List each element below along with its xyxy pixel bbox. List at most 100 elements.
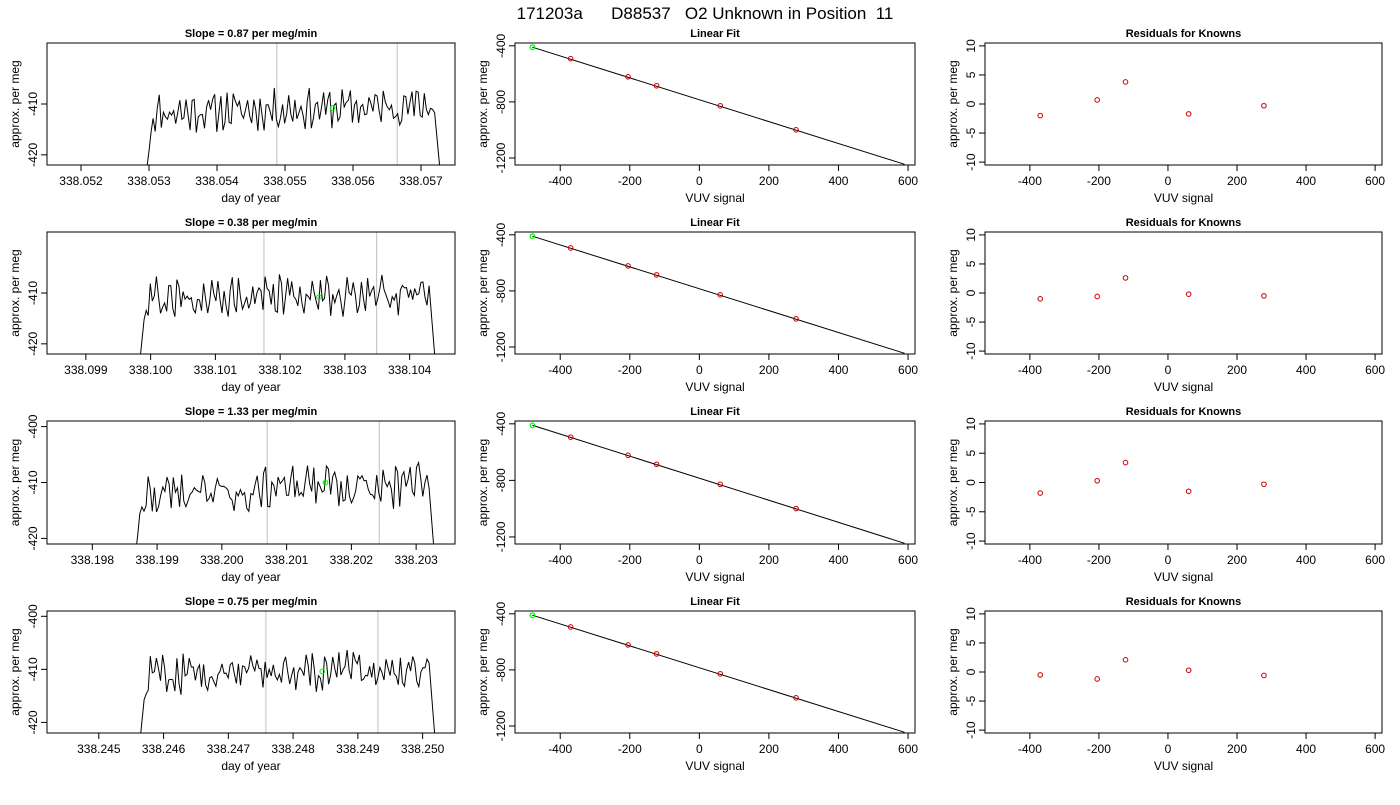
panel-r2c2: Linear Fit -400 -200 0 200 400 600 -400 -800 -120… <box>476 217 918 394</box>
plot-area <box>529 233 905 354</box>
y-tick-label: -10 <box>964 342 978 360</box>
known-point <box>1261 672 1267 679</box>
series-line <box>136 460 435 544</box>
x-tick-label: 600 <box>898 363 918 377</box>
x-tick-label: 338.052 <box>59 174 103 188</box>
x-tick-label: -400 <box>548 742 572 756</box>
x-axis-label: VUV signal <box>1154 380 1213 394</box>
known-point <box>1037 112 1044 119</box>
known-point <box>625 452 631 459</box>
y-axis-label: approx. per meg <box>476 628 490 715</box>
y-tick-label: -5 <box>964 127 978 138</box>
known-point <box>1122 275 1129 281</box>
x-tick-label: -200 <box>1087 363 1111 377</box>
x-tick-label: 400 <box>828 174 848 188</box>
panel-title: Residuals for Knowns <box>1126 406 1242 418</box>
x-tick-label: 338.201 <box>265 553 309 567</box>
x-tick-label: 600 <box>898 742 918 756</box>
panel-r4c2: Linear Fit -400 -200 0 200 400 600 -400 -800 -120… <box>476 596 918 773</box>
x-tick-label: 338.054 <box>195 174 239 188</box>
panel-title: Residuals for Knowns <box>1126 28 1242 40</box>
panel-r4c3: Residuals for Knowns -400 -200 0 200 400 600 10… <box>946 596 1385 773</box>
fit-line <box>532 235 905 354</box>
y-tick-label: -800 <box>494 279 508 303</box>
x-tick-label: 600 <box>898 174 918 188</box>
plot-area <box>136 421 435 544</box>
y-axis-label: approx. per meg <box>946 249 960 336</box>
y-tick-label: -5 <box>964 695 978 706</box>
plot-area <box>140 611 436 733</box>
known-point <box>1261 102 1267 109</box>
y-tick-label: -800 <box>494 468 508 492</box>
panel-title: Linear Fit <box>690 28 740 40</box>
plot-area <box>529 612 905 733</box>
unknown-point <box>529 612 536 619</box>
x-tick-label: 400 <box>828 553 848 567</box>
known-point <box>793 316 799 322</box>
known-point <box>1122 657 1129 663</box>
x-tick-label: 600 <box>898 553 918 567</box>
y-tick-label: -400 <box>494 601 508 625</box>
x-tick-label: 600 <box>1365 363 1385 377</box>
page-title: 171203a D88537 O2 Unknown in Position 11 <box>517 4 894 23</box>
x-tick-label: 400 <box>1296 174 1316 188</box>
y-tick-label: 10 <box>964 607 978 621</box>
known-point <box>653 651 660 657</box>
x-tick-label: -200 <box>618 742 642 756</box>
x-tick-label: 338.056 <box>331 174 375 188</box>
plot-area <box>1037 79 1267 119</box>
plot-frame <box>514 42 916 166</box>
y-axis-label: approx. per meg <box>946 60 960 147</box>
known-point <box>567 624 574 630</box>
known-point <box>625 73 631 80</box>
plot-area <box>1037 459 1267 496</box>
x-axis-label: day of year <box>221 570 280 584</box>
y-tick-label: 5 <box>964 260 978 267</box>
x-tick-label: 338.199 <box>135 553 179 567</box>
x-tick-label: 200 <box>759 174 779 188</box>
known-point <box>1037 296 1044 302</box>
x-tick-label: 200 <box>759 363 779 377</box>
x-tick-label: 338.103 <box>323 363 367 377</box>
x-tick-label: 400 <box>828 363 848 377</box>
known-point <box>1094 477 1100 484</box>
panel-title: Residuals for Knowns <box>1126 596 1242 608</box>
x-tick-label: -200 <box>1087 742 1111 756</box>
plot-frame <box>984 420 1383 545</box>
x-tick-label: 0 <box>696 363 703 377</box>
y-tick-label: -800 <box>494 90 508 114</box>
y-tick-label: -420 <box>26 143 40 167</box>
plot-area <box>140 232 436 354</box>
y-tick-label: -400 <box>494 411 508 435</box>
known-point <box>1185 111 1192 117</box>
y-tick-label: -420 <box>26 332 40 356</box>
known-point <box>1185 667 1192 674</box>
series-line <box>146 87 441 165</box>
y-tick-label: 5 <box>964 450 978 457</box>
panel-title: Slope = 0.87 per meg/min <box>185 28 318 40</box>
plot-area <box>1037 275 1267 302</box>
x-tick-label: 338.249 <box>336 742 380 756</box>
panel-title: Linear Fit <box>690 217 740 229</box>
x-tick-label: -400 <box>1018 742 1042 756</box>
y-tick-label: 10 <box>964 228 978 242</box>
x-tick-label: 338.202 <box>330 553 374 567</box>
y-tick-label: -10 <box>964 153 978 171</box>
known-point <box>717 292 724 298</box>
plot-frame <box>46 231 456 355</box>
plot-frame <box>984 610 1383 734</box>
y-axis-label: approx. per meg <box>8 249 22 336</box>
x-tick-label: 200 <box>1227 742 1247 756</box>
y-tick-label: -420 <box>26 526 40 550</box>
y-tick-label: 5 <box>964 639 978 646</box>
y-tick-label: -410 <box>26 281 40 305</box>
x-tick-label: -200 <box>618 363 642 377</box>
unknown-point <box>529 233 536 240</box>
x-axis-label: VUV signal <box>1154 191 1213 205</box>
x-tick-label: 400 <box>828 742 848 756</box>
x-tick-label: 338.250 <box>401 742 445 756</box>
x-tick-label: 338.203 <box>394 553 438 567</box>
y-axis-label: approx. per meg <box>8 60 22 147</box>
panel-title: Linear Fit <box>690 596 740 608</box>
y-axis-label: approx. per meg <box>476 439 490 526</box>
